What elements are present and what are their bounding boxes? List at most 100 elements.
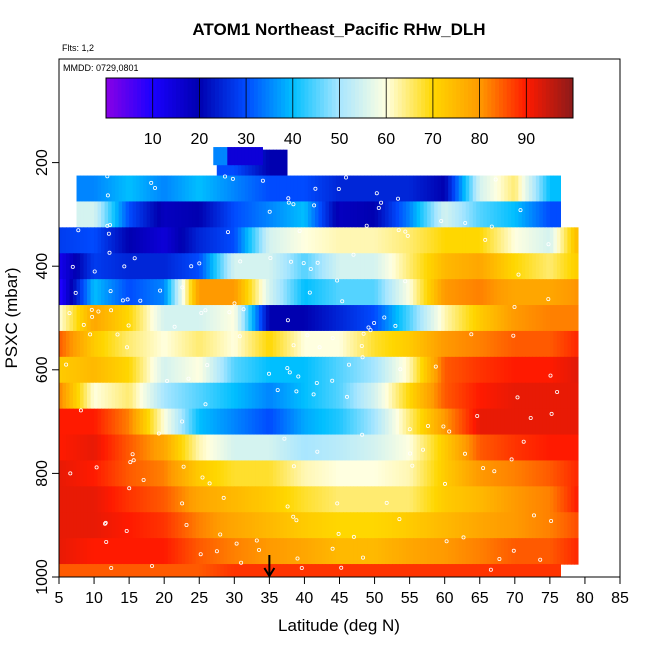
heatmap-cell <box>118 227 123 254</box>
heatmap-cell <box>395 201 400 228</box>
heatmap-cell <box>399 356 404 384</box>
heatmap-cell <box>560 486 565 513</box>
heatmap-cell <box>59 253 64 280</box>
heatmap-cell <box>567 434 572 462</box>
heatmap-cell <box>87 227 92 254</box>
heatmap-cell <box>174 305 179 332</box>
heatmap-cell <box>118 175 123 203</box>
heatmap-cell <box>265 434 270 462</box>
heatmap-cell <box>458 356 463 384</box>
sample-point <box>205 363 210 368</box>
heatmap-cell <box>87 253 92 280</box>
heatmap-cell <box>441 434 446 462</box>
heatmap-cell <box>94 460 99 487</box>
heatmap-cell <box>272 460 277 487</box>
heatmap-cell <box>153 434 158 462</box>
heatmap-cell <box>279 356 284 384</box>
heatmap-cell <box>192 434 197 462</box>
heatmap-cell <box>279 201 284 228</box>
heatmap-cell <box>371 434 376 462</box>
heatmap-cell <box>167 408 172 436</box>
heatmap-cell <box>202 408 207 436</box>
heatmap-cell <box>402 486 407 513</box>
heatmap-cell <box>286 279 292 306</box>
heatmap-cell <box>167 253 172 280</box>
heatmap-cell <box>402 356 407 384</box>
heatmap-cell <box>476 512 481 539</box>
heatmap-cell <box>553 279 558 306</box>
heatmap-cell <box>132 434 137 462</box>
heatmap-cell <box>350 175 355 203</box>
heatmap-cell <box>542 434 547 462</box>
heatmap-cell <box>143 408 148 436</box>
heatmap-cell <box>258 382 263 410</box>
heatmap-cell <box>101 305 106 332</box>
heatmap-cell <box>227 253 232 280</box>
heatmap-cell <box>497 279 502 306</box>
heatmap-cell <box>258 175 263 203</box>
heatmap-cell <box>164 305 169 332</box>
heatmap-cell <box>374 356 379 384</box>
y-axis-label: PSXC (mbar) <box>2 267 21 368</box>
heatmap-cell <box>500 486 505 513</box>
heatmap-cell <box>150 512 155 539</box>
heatmap-cell <box>486 305 491 332</box>
heatmap-cell <box>76 382 81 410</box>
heatmap-cell <box>528 279 533 306</box>
heatmap-cell <box>535 434 540 462</box>
heatmap-cell <box>479 382 484 410</box>
heatmap-cell <box>553 175 558 203</box>
heatmap-cell <box>490 175 495 203</box>
heatmap-cell <box>314 201 320 228</box>
heatmap-cell <box>360 253 365 280</box>
heatmap-cell <box>374 408 379 436</box>
heatmap-cell <box>574 279 579 306</box>
heatmap-cell <box>437 356 442 384</box>
heatmap-cell <box>129 486 134 513</box>
heatmap-cell <box>367 382 372 410</box>
heatmap-cell <box>241 356 246 384</box>
heatmap-cell <box>413 408 418 436</box>
heatmap-cell <box>507 434 512 462</box>
heatmap-cell <box>153 330 158 358</box>
heatmap-cell <box>360 538 365 565</box>
colorbar-segment <box>370 78 376 118</box>
heatmap-cell <box>549 356 554 384</box>
heatmap-cell <box>374 564 379 577</box>
heatmap-cell <box>115 175 120 203</box>
heatmap-cell <box>115 279 120 306</box>
heatmap-cell <box>101 356 106 384</box>
x-tick-label: 55 <box>401 590 419 607</box>
heatmap-cell <box>560 253 565 280</box>
heatmap-cell <box>94 486 99 513</box>
heatmap-cell <box>518 356 523 384</box>
heatmap-cell <box>262 201 267 228</box>
heatmap-cell <box>90 434 95 462</box>
heatmap-cell <box>427 201 432 228</box>
colorbar-segment <box>565 78 570 118</box>
heatmap-cell <box>539 175 544 203</box>
heatmap-cell <box>80 486 85 513</box>
heatmap-cell <box>483 512 488 539</box>
heatmap-cell <box>469 330 474 358</box>
heatmap-cell <box>549 434 554 462</box>
heatmap-cell <box>108 538 113 565</box>
heatmap-cell <box>332 279 337 306</box>
heatmap-cell <box>83 486 88 513</box>
heatmap-cell <box>297 434 302 462</box>
heatmap-cell <box>448 279 453 306</box>
heatmap-cell <box>90 356 95 384</box>
heatmap-cell <box>423 330 428 358</box>
heatmap-cell <box>483 538 488 565</box>
heatmap-cell <box>209 330 214 358</box>
heatmap-cell <box>192 253 197 280</box>
heatmap-cell <box>553 253 558 280</box>
sample-point <box>442 481 447 486</box>
heatmap-cell <box>146 538 151 565</box>
sample-point <box>361 331 366 336</box>
heatmap-cell <box>269 175 274 203</box>
heatmap-cell <box>122 512 127 539</box>
heatmap-cell <box>430 382 435 410</box>
colorbar-segment <box>195 78 200 118</box>
heatmap-cell <box>339 434 344 462</box>
